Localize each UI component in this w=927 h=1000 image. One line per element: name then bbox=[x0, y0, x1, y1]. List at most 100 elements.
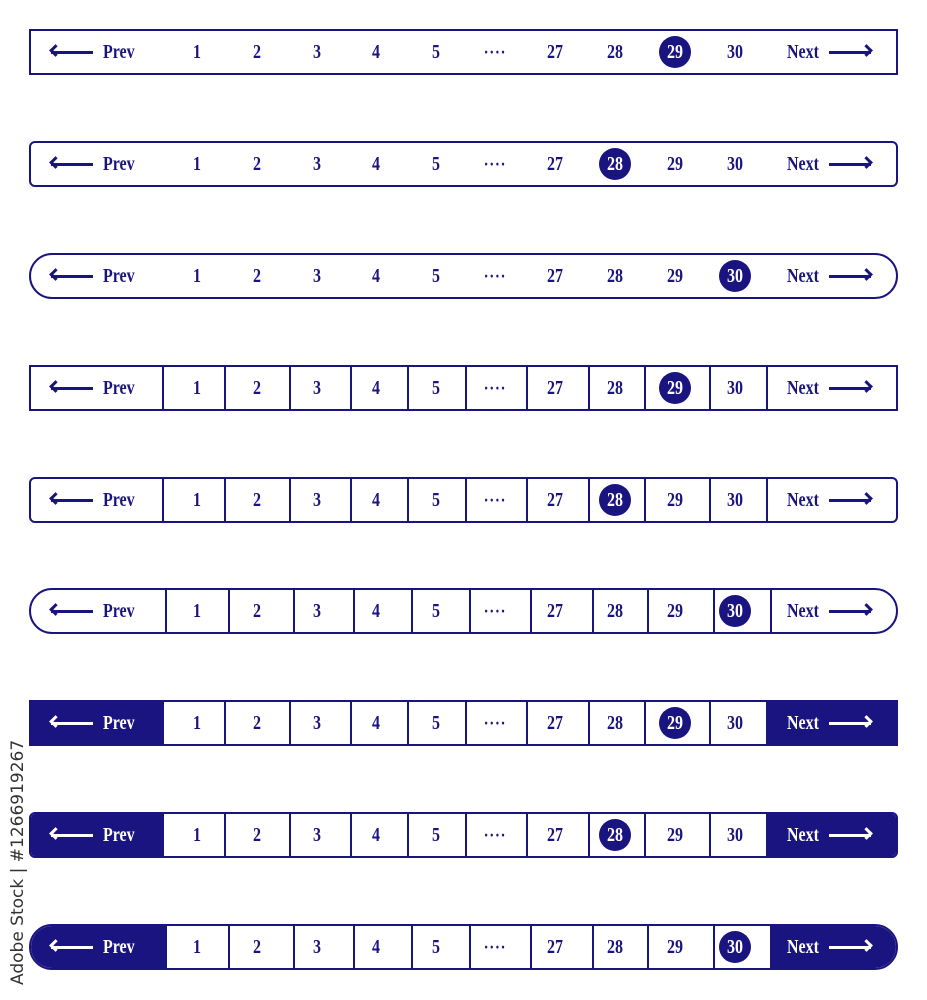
page-button-4[interactable]: 4 bbox=[351, 702, 401, 744]
next-button[interactable]: Next bbox=[783, 590, 893, 632]
page-button-3[interactable]: 3 bbox=[292, 479, 342, 521]
next-button[interactable]: Next bbox=[783, 479, 893, 521]
page-button-30[interactable]: 30 bbox=[710, 479, 760, 521]
divider bbox=[465, 814, 467, 856]
page-button-3[interactable]: 3 bbox=[292, 814, 342, 856]
page-button-29[interactable]: 29 bbox=[650, 814, 700, 856]
page-button-30[interactable]: 30 bbox=[710, 31, 760, 73]
page-button-29[interactable]: 29 bbox=[650, 590, 700, 632]
page-button-1[interactable]: 1 bbox=[172, 367, 222, 409]
page-button-3[interactable]: 3 bbox=[292, 143, 342, 185]
page-button-28[interactable]: 28 bbox=[590, 143, 640, 185]
page-button-27[interactable]: 27 bbox=[530, 590, 580, 632]
page-button-2[interactable]: 2 bbox=[232, 702, 282, 744]
page-button-2[interactable]: 2 bbox=[232, 926, 282, 968]
page-button-28[interactable]: 28 bbox=[590, 590, 640, 632]
page-button-5[interactable]: 5 bbox=[411, 31, 461, 73]
page-button-28[interactable]: 28 bbox=[590, 702, 640, 744]
page-button-4[interactable]: 4 bbox=[351, 367, 401, 409]
next-button[interactable]: Next bbox=[783, 814, 893, 856]
page-button-27[interactable]: 27 bbox=[530, 479, 580, 521]
next-button[interactable]: Next bbox=[783, 702, 893, 744]
next-button[interactable]: Next bbox=[783, 255, 893, 297]
page-button-4[interactable]: 4 bbox=[351, 255, 401, 297]
page-button-30[interactable]: 30 bbox=[710, 926, 760, 968]
page-button-28[interactable]: 28 bbox=[590, 814, 640, 856]
page-button-27[interactable]: 27 bbox=[530, 255, 580, 297]
prev-button[interactable]: Prev bbox=[45, 255, 145, 297]
prev-button[interactable]: Prev bbox=[45, 702, 145, 744]
page-button-30[interactable]: 30 bbox=[710, 590, 760, 632]
page-button-28[interactable]: 28 bbox=[590, 367, 640, 409]
page-button-4[interactable]: 4 bbox=[351, 926, 401, 968]
next-button[interactable]: Next bbox=[783, 31, 893, 73]
page-button-27[interactable]: 27 bbox=[530, 814, 580, 856]
page-button-2[interactable]: 2 bbox=[232, 367, 282, 409]
page-button-28[interactable]: 28 bbox=[590, 479, 640, 521]
page-button-30[interactable]: 30 bbox=[710, 143, 760, 185]
page-button-30[interactable]: 30 bbox=[710, 702, 760, 744]
next-button[interactable]: Next bbox=[783, 926, 893, 968]
page-button-2[interactable]: 2 bbox=[232, 255, 282, 297]
page-button-2[interactable]: 2 bbox=[232, 143, 282, 185]
page-button-4[interactable]: 4 bbox=[351, 143, 401, 185]
page-button-1[interactable]: 1 bbox=[172, 479, 222, 521]
page-button-29[interactable]: 29 bbox=[650, 479, 700, 521]
page-button-29[interactable]: 29 bbox=[650, 926, 700, 968]
page-button-5[interactable]: 5 bbox=[411, 702, 461, 744]
page-button-29[interactable]: 29 bbox=[650, 143, 700, 185]
page-button-30[interactable]: 30 bbox=[710, 814, 760, 856]
page-button-4[interactable]: 4 bbox=[351, 814, 401, 856]
page-button-28[interactable]: 28 bbox=[590, 255, 640, 297]
page-button-3[interactable]: 3 bbox=[292, 255, 342, 297]
page-button-30[interactable]: 30 bbox=[710, 255, 760, 297]
page-button-27[interactable]: 27 bbox=[530, 143, 580, 185]
page-button-1[interactable]: 1 bbox=[172, 814, 222, 856]
page-button-3[interactable]: 3 bbox=[292, 367, 342, 409]
page-button-1[interactable]: 1 bbox=[172, 31, 222, 73]
page-button-3[interactable]: 3 bbox=[292, 31, 342, 73]
page-button-1[interactable]: 1 bbox=[172, 590, 222, 632]
page-button-4[interactable]: 4 bbox=[351, 479, 401, 521]
prev-button[interactable]: Prev bbox=[45, 479, 145, 521]
prev-button[interactable]: Prev bbox=[45, 814, 145, 856]
next-button[interactable]: Next bbox=[783, 143, 893, 185]
page-button-5[interactable]: 5 bbox=[411, 590, 461, 632]
page-button-29[interactable]: 29 bbox=[650, 702, 700, 744]
page-button-29[interactable]: 29 bbox=[650, 367, 700, 409]
page-button-4[interactable]: 4 bbox=[351, 31, 401, 73]
page-button-2[interactable]: 2 bbox=[232, 590, 282, 632]
page-button-5[interactable]: 5 bbox=[411, 367, 461, 409]
page-button-2[interactable]: 2 bbox=[232, 479, 282, 521]
next-button[interactable]: Next bbox=[783, 367, 893, 409]
page-button-5[interactable]: 5 bbox=[411, 926, 461, 968]
page-button-2[interactable]: 2 bbox=[232, 814, 282, 856]
page-button-1[interactable]: 1 bbox=[172, 926, 222, 968]
page-button-27[interactable]: 27 bbox=[530, 31, 580, 73]
page-button-4[interactable]: 4 bbox=[351, 590, 401, 632]
page-button-29[interactable]: 29 bbox=[650, 31, 700, 73]
page-button-5[interactable]: 5 bbox=[411, 814, 461, 856]
page-button-3[interactable]: 3 bbox=[292, 926, 342, 968]
page-button-27[interactable]: 27 bbox=[530, 926, 580, 968]
page-button-5[interactable]: 5 bbox=[411, 479, 461, 521]
prev-button[interactable]: Prev bbox=[45, 31, 145, 73]
page-button-3[interactable]: 3 bbox=[292, 702, 342, 744]
page-button-28[interactable]: 28 bbox=[590, 31, 640, 73]
page-button-5[interactable]: 5 bbox=[411, 255, 461, 297]
prev-button[interactable]: Prev bbox=[45, 143, 145, 185]
prev-button[interactable]: Prev bbox=[45, 590, 145, 632]
prev-button[interactable]: Prev bbox=[45, 926, 145, 968]
page-button-3[interactable]: 3 bbox=[292, 590, 342, 632]
page-button-27[interactable]: 27 bbox=[530, 702, 580, 744]
page-button-29[interactable]: 29 bbox=[650, 255, 700, 297]
page-button-5[interactable]: 5 bbox=[411, 143, 461, 185]
page-button-1[interactable]: 1 bbox=[172, 702, 222, 744]
page-button-1[interactable]: 1 bbox=[172, 143, 222, 185]
page-button-2[interactable]: 2 bbox=[232, 31, 282, 73]
page-button-28[interactable]: 28 bbox=[590, 926, 640, 968]
page-button-1[interactable]: 1 bbox=[172, 255, 222, 297]
prev-button[interactable]: Prev bbox=[45, 367, 145, 409]
page-button-27[interactable]: 27 bbox=[530, 367, 580, 409]
page-button-30[interactable]: 30 bbox=[710, 367, 760, 409]
